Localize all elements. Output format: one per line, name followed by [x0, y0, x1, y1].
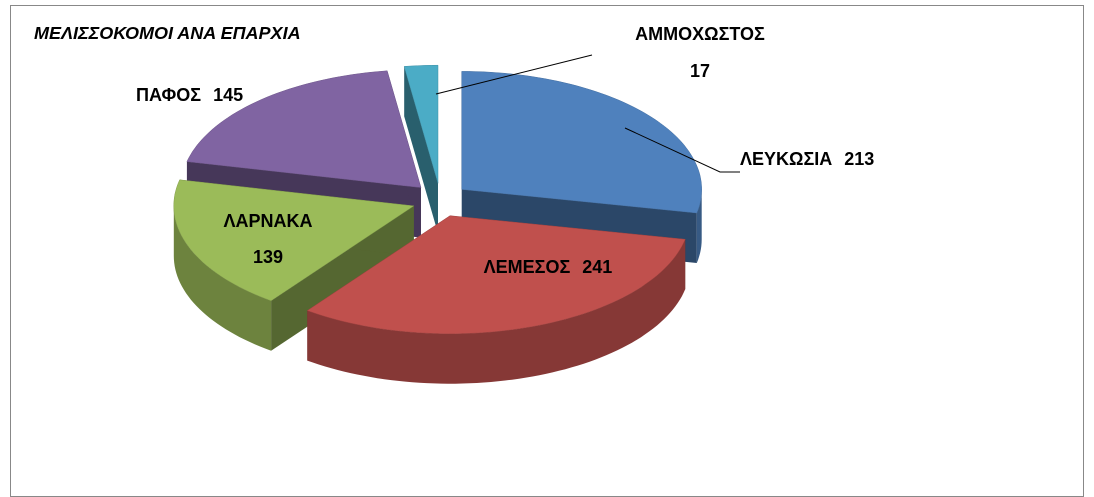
- data-label: 17: [690, 61, 710, 81]
- data-label: ΛΕΥΚΩΣΙΑ 213: [740, 149, 874, 169]
- chart-title: ΜΕΛΙΣΣΟΚΟΜΟΙ ΑΝΑ ΕΠΑΡΧΙΑ: [34, 23, 301, 43]
- data-label: ΛΕΜΕΣΟΣ 241: [484, 257, 613, 277]
- slice-top: [186, 70, 422, 188]
- label-value: 139: [253, 247, 283, 267]
- data-label: ΠΑΦΟΣ 145: [136, 85, 243, 105]
- slice-top: [173, 179, 415, 301]
- slice-side: [696, 189, 702, 263]
- data-label: ΑΜΜΟΧΩΣΤΟΣ: [635, 24, 765, 44]
- slice-top: [461, 71, 702, 214]
- leader-line: [435, 54, 593, 95]
- label-value: 241: [582, 257, 612, 277]
- label-category: ΠΑΦΟΣ: [136, 85, 201, 105]
- label-value: 145: [213, 85, 243, 105]
- label-category: ΛΕΜΕΣΟΣ: [484, 257, 571, 277]
- slice-side: [173, 205, 272, 351]
- slice-top: [403, 64, 439, 184]
- label-category: ΑΜΜΟΧΩΣΤΟΣ: [635, 24, 765, 44]
- label-value: 17: [690, 61, 710, 81]
- slice-wall: [404, 66, 438, 234]
- label-value: 213: [844, 149, 874, 169]
- label-category: ΛΑΡΝΑΚΑ: [223, 211, 312, 231]
- label-category: ΛΕΥΚΩΣΙΑ: [740, 149, 832, 169]
- slice-top: [306, 215, 686, 334]
- slice-side: [307, 239, 686, 384]
- data-label: ΛΑΡΝΑΚΑ: [223, 211, 312, 231]
- pie-slice: [173, 179, 415, 351]
- pie-slice: [306, 215, 686, 384]
- leader-line: [624, 127, 740, 173]
- data-label: 139: [253, 247, 283, 267]
- pie-slice: [403, 64, 439, 234]
